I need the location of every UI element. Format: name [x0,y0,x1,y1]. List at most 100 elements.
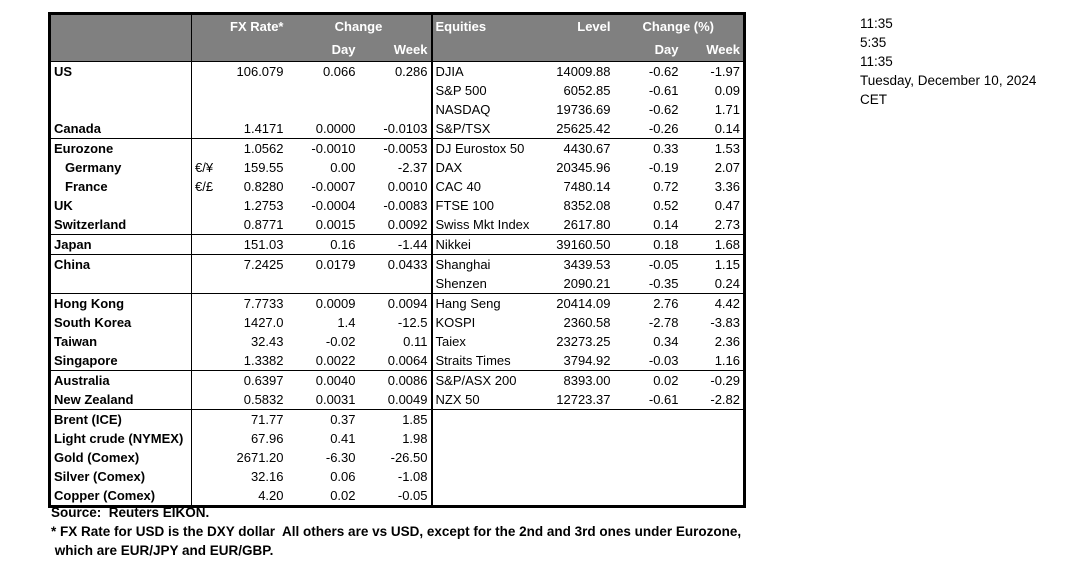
header-change: Change [286,13,432,38]
table-row: New Zealand 0.5832 0.0031 0.0049 NZX 50 12723… [49,390,745,410]
fx-rate-cell: 0.6397 [243,373,284,388]
fx-week-change-cell: 0.0092 [358,215,432,235]
header-fx-week: Week [358,38,432,62]
equity-level-cell [544,410,614,430]
table-row: Light crude (NYMEX) 67.96 0.41 1.98 [49,429,745,448]
fx-rate-cell: 0.5832 [217,390,287,410]
country-cell: Hong Kong [49,293,192,313]
equity-name-cell [430,409,544,429]
country-cell: Australia [49,370,192,390]
table-row: Shenzen 2090.21 -0.35 0.24 [49,274,745,294]
equity-day-change-cell: 0.72 [653,179,679,194]
pair-symbol-cell [192,100,218,119]
equity-name-cell: Hang Seng [430,293,544,313]
header-level: Level [543,13,614,38]
equity-level-cell: 3794.92 [543,351,614,371]
fx-day-change-cell: -0.02 [325,334,356,349]
header-blank [430,38,544,62]
footnote-line: * FX Rate for USD is the DXY dollar All … [51,524,742,539]
equity-level-cell: 2617.80 [543,215,614,235]
fx-week-change-cell: -2.37 [397,160,428,175]
fx-day-change-cell: 0.02 [330,488,356,503]
fx-week-change-cell [359,81,432,100]
table-row: Australia 0.6397 0.0040 0.0086 S&P/ASX 200 83… [49,370,745,390]
fx-week-change-cell: 0.0433 [387,257,428,272]
country-cell [49,81,192,100]
equity-week-change-cell [682,467,745,486]
equity-day-change-cell: -0.62 [648,102,679,117]
fx-day-change-cell: 0.0009 [315,296,356,311]
equity-name-cell [430,486,544,507]
fx-rate-cell: 71.77 [250,412,284,427]
equity-level-cell: 8393.00 [563,373,611,388]
equity-week-change-cell [682,429,745,448]
equity-name-cell: Shanghai [430,254,544,274]
fx-rate-cell: 1.3382 [217,351,287,371]
equity-week-change-cell: 3.36 [714,179,740,194]
pair-symbol-cell: €/£ [195,179,214,194]
country-cell: Canada [49,119,192,139]
fx-day-change-cell [286,274,359,294]
fx-day-change-cell: 0.37 [330,412,356,427]
equity-level-cell: 4430.67 [563,141,611,156]
table-row: Taiwan 32.43 -0.02 0.11 Taiex 23273.25 0.34 2.3… [49,332,745,351]
table-row: Brent (ICE) 71.77 0.37 1.85 [49,409,745,430]
equity-day-change-cell [614,429,682,448]
equity-day-change-cell: 0.14 [613,215,682,235]
equity-name-cell [430,467,544,486]
equity-day-change-cell: -0.61 [613,390,682,410]
fx-rate-cell: 32.43 [250,334,284,349]
equity-week-change-cell: -1.97 [710,64,740,79]
pair-symbol-cell [192,467,218,486]
fx-day-change-cell: 0.0000 [286,119,359,139]
equity-level-cell: 19736.69 [556,102,611,117]
equity-week-change-cell: -0.29 [710,373,740,388]
footnote-line: Source: Reuters EIKON. [51,505,210,520]
equity-level-cell: 8352.08 [563,198,611,213]
table-row: France €/£ 0.8280 -0.0007 0.0010 CAC 40 7480.1… [49,177,745,196]
fx-week-change-cell: -1.44 [358,234,432,255]
equity-level-cell: 2090.21 [543,274,614,294]
fx-day-change-cell: 0.41 [330,431,356,446]
country-cell: France [49,177,192,196]
equity-day-change-cell: -0.03 [613,351,682,371]
equity-week-change-cell: 0.47 [714,198,740,213]
timestamp-line: 11:35 [860,54,893,69]
pair-symbol-cell [192,448,218,467]
country-cell: Taiwan [49,332,192,351]
country-cell: Gold (Comex) [49,448,192,467]
timestamp-line: 5:35 [860,35,887,50]
table-row: Copper (Comex) 4.20 0.02 -0.05 [49,486,745,507]
table-row: Hong Kong 7.7733 0.0009 0.0094 Hang Seng 2041… [49,293,745,313]
equity-level-cell: 23273.25 [556,334,611,349]
table-row: US 106.079 0.066 0.286 DJIA 14009.88 -0.62 -1.9… [49,61,745,81]
country-cell [49,100,192,119]
fx-day-change-cell: 0.0040 [315,373,356,388]
fx-rate-cell: 67.96 [250,431,284,446]
equity-name-cell: DJIA [430,61,544,81]
equity-name-cell: S&P 500 [430,81,544,100]
equity-day-change-cell: 0.02 [653,373,679,388]
table-row: S&P 500 6052.85 -0.61 0.09 [49,81,745,100]
fx-rate-cell: 7.7733 [243,296,284,311]
footnotes-block: Source: Reuters EIKON. * FX Rate for USD … [51,503,741,560]
pair-symbol-cell [192,255,218,275]
equity-level-cell: 20345.96 [556,160,611,175]
pair-symbol-cell [192,410,218,430]
fx-week-change-cell: -0.0083 [383,198,428,213]
country-cell: Eurozone [49,138,192,158]
fx-rate-cell: 32.16 [250,469,284,484]
equity-day-change-cell [614,467,682,486]
equity-name-cell: Swiss Mkt Index [430,215,544,235]
equity-level-cell: 39160.50 [543,234,614,255]
table-row: Canada 1.4171 0.0000 -0.0103 S&P/TSX 25625.42… [49,119,745,139]
fx-week-change-cell: 0.0049 [358,390,432,410]
fx-week-change-cell: -12.5 [397,315,428,330]
fx-week-change-cell: 0.0010 [387,179,428,194]
equity-week-change-cell [682,410,745,430]
equity-level-cell: 12723.37 [543,390,614,410]
table-header: FX Rate* Change Equities Level Change (%… [49,13,745,62]
equity-week-change-cell: 1.15 [714,257,740,272]
fx-rate-cell: 1427.0 [243,315,284,330]
equity-day-change-cell: 0.33 [653,141,679,156]
